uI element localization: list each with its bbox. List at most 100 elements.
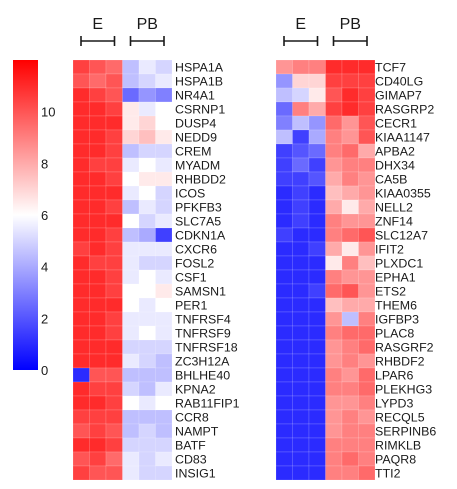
heatmap-cell xyxy=(358,367,376,383)
heatmap-cell xyxy=(155,59,173,75)
heatmap-cell xyxy=(308,381,326,397)
heatmap-cell xyxy=(308,423,326,439)
heatmap-cell xyxy=(89,423,107,439)
heatmap-cell xyxy=(89,395,107,411)
heatmap-cell xyxy=(72,325,90,341)
heatmap-cell xyxy=(122,255,140,271)
gene-label: RAB11FIP1 xyxy=(175,396,240,410)
heatmap-cell xyxy=(72,381,90,397)
heatmap-cell xyxy=(105,423,123,439)
heatmap-cell xyxy=(292,213,310,229)
heatmap-cell xyxy=(325,283,343,299)
heatmap-cell xyxy=(72,409,90,425)
heatmap-cell xyxy=(292,325,310,341)
heatmap-cell xyxy=(358,255,376,271)
heatmap-cell xyxy=(138,465,156,481)
heatmap-cell xyxy=(122,409,140,425)
heatmap-cell xyxy=(105,451,123,467)
heatmap-cell xyxy=(341,101,359,117)
heatmap-cell xyxy=(72,269,90,285)
heatmap-cell xyxy=(122,101,140,117)
heatmap-cell xyxy=(122,241,140,257)
heatmap-cell xyxy=(325,297,343,313)
heatmap-cell xyxy=(341,157,359,173)
heatmap-cell xyxy=(105,311,123,327)
heatmap-cell xyxy=(89,297,107,313)
heatmap-cell xyxy=(341,367,359,383)
heatmap-cell xyxy=(138,395,156,411)
heatmap-cell xyxy=(155,129,173,145)
heatmap-cell xyxy=(308,311,326,327)
heatmap-cell xyxy=(138,297,156,313)
heatmap-cell xyxy=(122,465,140,481)
heatmap-cell xyxy=(155,423,173,439)
gene-label: CECR1 xyxy=(375,116,417,130)
heatmap-cell xyxy=(105,185,123,201)
heatmap-cell xyxy=(341,339,359,355)
heatmap-cell xyxy=(105,129,123,145)
heatmap-cell xyxy=(122,451,140,467)
heatmap-cell xyxy=(358,269,376,285)
heatmap-cell xyxy=(72,87,90,103)
heatmap-cell xyxy=(358,325,376,341)
gene-label: KPNA2 xyxy=(175,382,216,396)
heatmap-cell xyxy=(155,409,173,425)
heatmap-cell xyxy=(72,199,90,215)
heatmap-cell xyxy=(105,339,123,355)
heatmap-cell xyxy=(155,101,173,117)
gene-label: LYPD3 xyxy=(375,396,413,410)
heatmap-cell xyxy=(292,339,310,355)
heatmap-cell xyxy=(308,241,326,257)
heatmap-cell xyxy=(105,367,123,383)
heatmap-cell xyxy=(275,101,293,117)
heatmap-cell xyxy=(89,465,107,481)
gene-label: PLXDC1 xyxy=(375,256,423,270)
heatmap-cell xyxy=(138,213,156,229)
heatmap-cell xyxy=(122,171,140,187)
heatmap-cell xyxy=(325,255,343,271)
heatmap-cell xyxy=(89,381,107,397)
heatmap-cell xyxy=(341,437,359,453)
heatmap-cell xyxy=(358,213,376,229)
heatmap-cell xyxy=(138,185,156,201)
heatmap-cell xyxy=(122,297,140,313)
heatmap-cell xyxy=(358,353,376,369)
heatmap-cell xyxy=(308,409,326,425)
heatmap-cell xyxy=(138,451,156,467)
heatmap-cell xyxy=(292,101,310,117)
gene-label: CD83 xyxy=(175,452,207,466)
heatmap-cell xyxy=(341,255,359,271)
heatmap-cell xyxy=(155,213,173,229)
heatmap-cell xyxy=(72,297,90,313)
heatmap-cell xyxy=(89,101,107,117)
heatmap-cell xyxy=(275,255,293,271)
heatmap-cell xyxy=(325,465,343,481)
heatmap-cell xyxy=(155,283,173,299)
heatmap-cell xyxy=(105,297,123,313)
heatmap-cell xyxy=(275,451,293,467)
gene-label: TNFRSF18 xyxy=(175,340,238,354)
heatmap-cell xyxy=(275,311,293,327)
heatmap-cell xyxy=(72,367,90,383)
heatmap-cell xyxy=(155,325,173,341)
heatmap-cell xyxy=(105,227,123,243)
gene-label: HSPA1A xyxy=(175,60,224,74)
heatmap-cell xyxy=(138,73,156,89)
heatmap-cell xyxy=(138,409,156,425)
gene-label: TNFRSF4 xyxy=(175,312,231,326)
heatmap-cell xyxy=(325,129,343,145)
heatmap-cell xyxy=(275,325,293,341)
colorbar-tick-label: 2 xyxy=(41,311,48,326)
heatmap-cell xyxy=(292,367,310,383)
colorbar xyxy=(13,60,38,370)
heatmap-cell xyxy=(138,437,156,453)
heatmap-cell xyxy=(325,73,343,89)
heatmap-cell xyxy=(358,73,376,89)
heatmap-cell xyxy=(308,73,326,89)
heatmap-cell xyxy=(325,213,343,229)
heatmap-cell xyxy=(292,143,310,159)
heatmap-cell xyxy=(358,87,376,103)
heatmap-cell xyxy=(89,185,107,201)
heatmap-cell xyxy=(105,157,123,173)
